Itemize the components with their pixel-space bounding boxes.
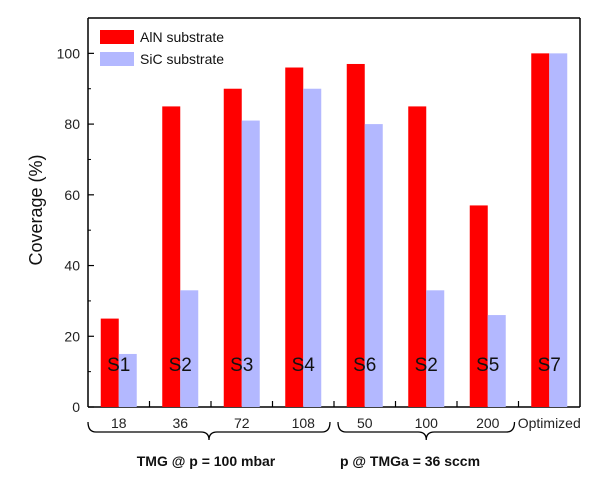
brace-tmg-group (87, 421, 331, 441)
y-tick-label: 0 (72, 399, 80, 415)
aln-bar-18 (100, 318, 119, 407)
sic-bar-72 (241, 120, 260, 408)
sample-label: S4 (292, 355, 316, 376)
sic-bar-100 (426, 290, 445, 407)
sic-bar-108 (303, 88, 322, 408)
group-braces (87, 421, 516, 441)
x-tick-label: 100 (415, 415, 439, 431)
x-tick-label: 36 (172, 415, 188, 431)
x-ticks-group: 18 36 72 108 50 100 200 Optimized (111, 401, 581, 431)
axes (87, 17, 581, 408)
legend-label: AlN substrate (140, 29, 224, 45)
aln-bar-optimized (531, 53, 550, 407)
bars-group (100, 53, 568, 408)
x-tick-label: 108 (292, 415, 316, 431)
group-label-tmg: TMG @ p = 100 mbar (137, 453, 276, 469)
y-ticks-group: 0 20 40 60 80 100 (57, 45, 94, 415)
x-tick-label: 50 (357, 415, 373, 431)
sample-label: S2 (415, 355, 438, 376)
aln-bar-36 (162, 106, 181, 407)
aln-bar-200 (469, 205, 488, 407)
sample-label: S2 (169, 355, 192, 376)
sic-bar-36 (180, 290, 199, 407)
y-tick-label: 80 (64, 116, 80, 132)
x-tick-label: Optimized (518, 415, 581, 431)
y-tick-label: 60 (64, 187, 80, 203)
aln-bar-72 (223, 88, 242, 408)
sic-bar-50 (364, 124, 383, 407)
sic-bar-18 (118, 353, 137, 407)
sample-label: S5 (476, 355, 499, 376)
y-tick-label: 20 (64, 328, 80, 344)
brace-pressure-group (337, 421, 516, 441)
sample-label: S3 (230, 355, 253, 376)
y-tick-label: 100 (57, 45, 81, 61)
aln-bar-50 (346, 63, 365, 408)
sic-bar-200 (487, 315, 506, 407)
aln-bar-100 (408, 106, 427, 407)
x-tick-label: 18 (111, 415, 127, 431)
x-tick-label: 200 (476, 415, 500, 431)
y-axis-title: Coverage (%) (26, 154, 46, 265)
sic-bar-optimized (549, 53, 568, 407)
y-tick-label: 40 (64, 258, 80, 274)
legend-swatch (100, 30, 134, 44)
x-tick-label: 72 (234, 415, 250, 431)
group-label-pressure: p @ TMGa = 36 sccm (340, 453, 480, 469)
sample-label: S6 (353, 355, 376, 376)
aln-bar-108 (285, 67, 304, 407)
legend-swatch (100, 52, 134, 66)
legend: AlN substrate SiC substrate (100, 29, 224, 67)
sample-label: S1 (107, 355, 130, 376)
legend-label: SiC substrate (140, 51, 224, 67)
sample-labels-group: S1 S2 S3 S4 S6 S2 S5 S7 (107, 355, 561, 376)
sample-label: S7 (538, 355, 561, 376)
